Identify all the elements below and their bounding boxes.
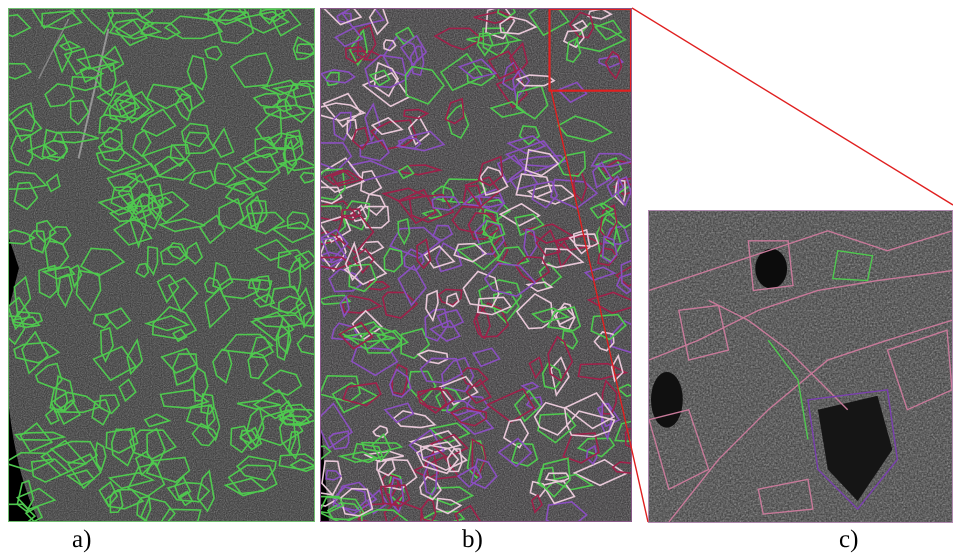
panel-c-zoomed-image bbox=[648, 210, 953, 523]
caption-b: b) bbox=[462, 526, 483, 553]
panel-a-satellite-image bbox=[8, 8, 315, 522]
panel-a-texture bbox=[9, 9, 314, 521]
caption-c: c) bbox=[839, 526, 859, 553]
panel-c-texture bbox=[649, 211, 952, 522]
panel-b-texture bbox=[321, 9, 631, 521]
caption-a: a) bbox=[72, 526, 92, 553]
panel-b-satellite-image bbox=[320, 8, 632, 522]
